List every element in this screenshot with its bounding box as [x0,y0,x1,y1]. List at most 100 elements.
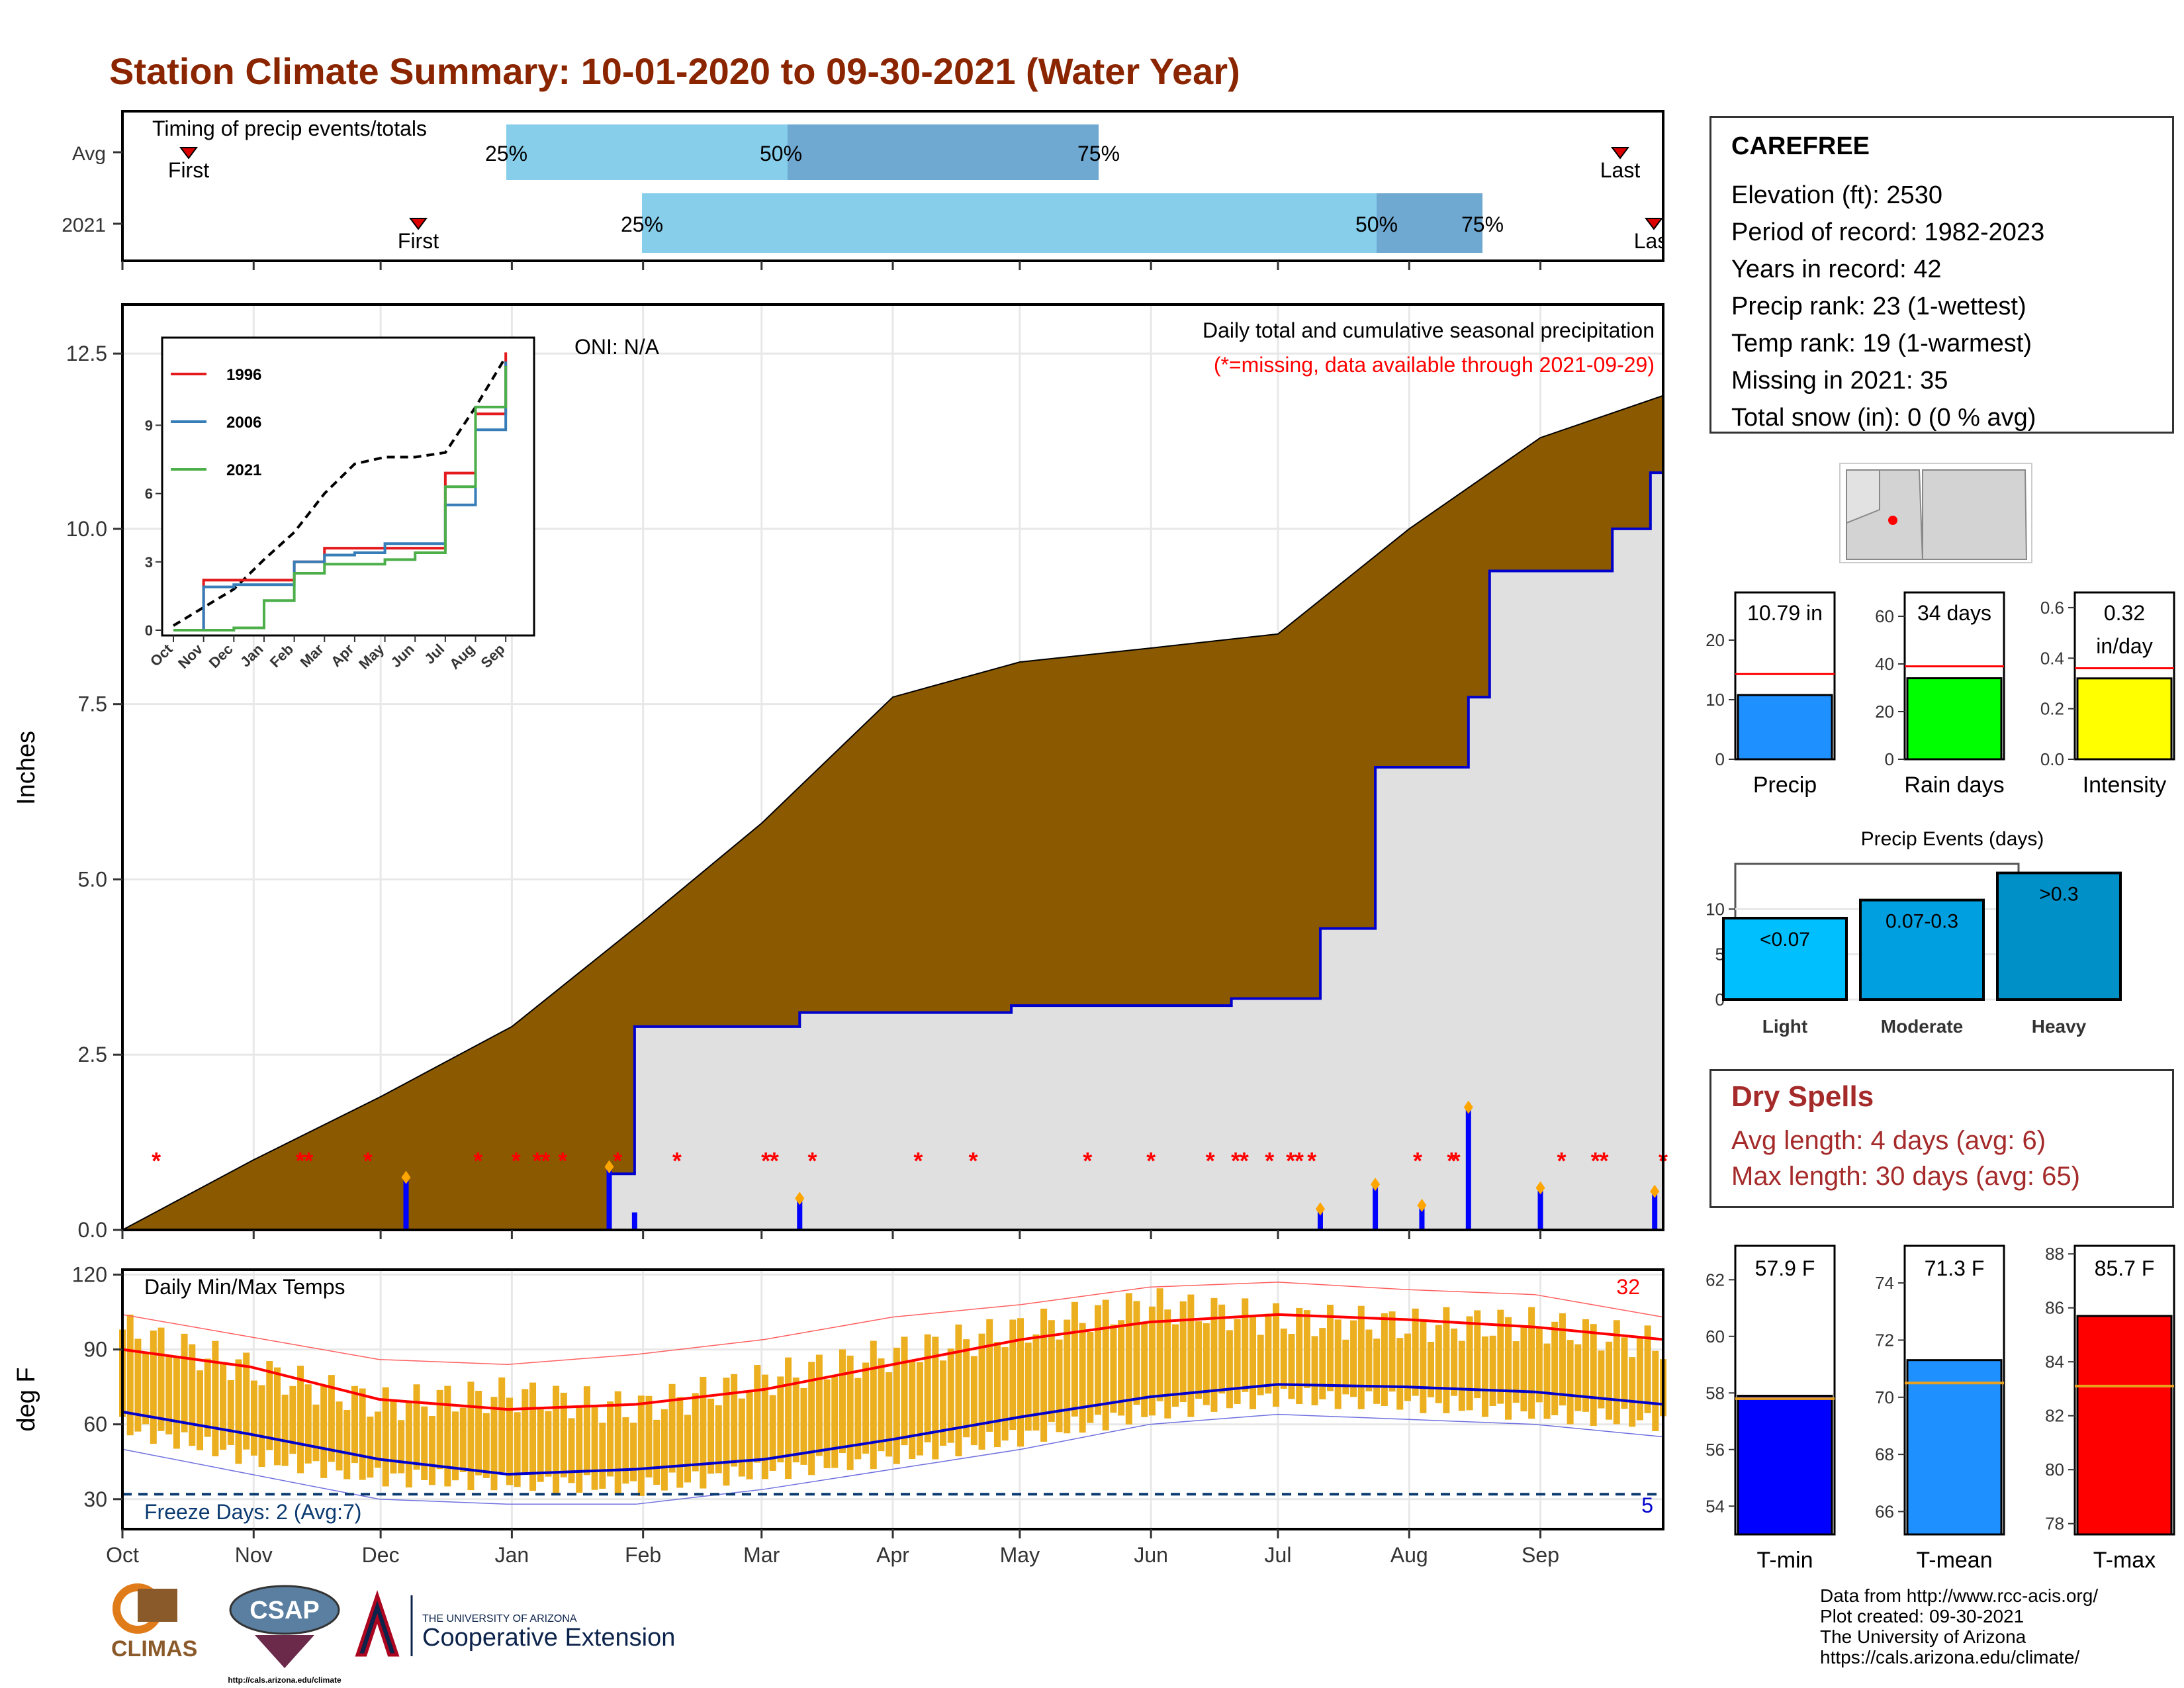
temp-bar-tick-label: 60 [1706,1327,1725,1346]
month-label: Aug [1390,1543,1428,1567]
timing-row-2021-label: 2021 [62,214,106,236]
temp-range-bar [1218,1304,1226,1394]
inset-legend-label: 2021 [226,461,261,479]
temp-range-bar [359,1388,366,1480]
temp-range-bar [243,1352,250,1450]
temp-range-bar [336,1401,343,1471]
daily-precip-bars [401,1100,1660,1230]
daily-precip-bar [606,1166,612,1230]
temp-panel: 30 60 90 120 deg F Daily Min/Max Temps Free… [13,1263,1666,1567]
station-elevation: Elevation (ft): 2530 [1731,181,1942,209]
temp-y-axis: 30 60 90 120 [72,1263,122,1511]
month-label: Mar [743,1543,780,1567]
temp-range-bar [792,1377,799,1463]
missing-marker: * [1231,1147,1240,1174]
temp-range-bar [986,1319,993,1432]
temp-range-bar [1280,1329,1287,1389]
temp-range-bar [1288,1334,1295,1399]
missing-markers: * ** * * * ** * * * ** * * * * * * ** * ** * * ** * ** * [152,1147,1668,1174]
temp-range-bar [328,1375,335,1462]
temp-range-bar [1249,1317,1256,1409]
temp-range-bar [839,1349,846,1454]
temp-range-bar [1032,1334,1040,1431]
temp-range-bar [924,1334,931,1442]
temp-range-bar [351,1385,358,1464]
station-temp-rank: Temp rank: 19 (1-warmest) [1731,330,2032,357]
temp-ytick-label: 120 [72,1263,107,1287]
temp-range-bar [1512,1341,1520,1403]
precip-ytick-label: 10.0 [66,517,107,541]
temp-range-bar [1102,1299,1109,1430]
temp-range-bar [1148,1306,1156,1416]
temp-range-bar [196,1370,203,1450]
missing-marker: * [1599,1147,1608,1174]
missing-marker: * [1146,1147,1156,1174]
station-years: Years in record: 42 [1731,256,1942,283]
temp-range-bar [482,1413,490,1478]
missing-marker: * [1206,1147,1215,1174]
temp-range-bar [754,1365,761,1463]
missing-marker: * [1307,1147,1316,1174]
daily-precip-bar [1465,1107,1471,1230]
temp-range-bar [297,1366,304,1474]
temp-range-bar [1203,1323,1210,1405]
events-bar-label: 0.07-0.3 [1886,911,1958,933]
mini-bar-charts: 10.79 in 0 10 20 Precip 34 days 0 20 40 60 Rain da… [1706,591,2175,798]
temp-lines [122,1282,1664,1505]
temp-range-bar [723,1378,730,1486]
temp-range-bar [660,1409,668,1491]
temp-bar-chart-t-mean: 71.3 F 66 68 70 72 74 T-mean [1875,1244,2005,1573]
temp-range-bar [1443,1307,1450,1413]
missing-marker: * [807,1147,817,1174]
precip-ytick-label: 12.5 [66,342,107,365]
temp-range-bar [614,1391,621,1495]
missing-marker: * [969,1147,978,1174]
temp-range-bar [204,1358,211,1437]
temp-range-bar [343,1409,351,1479]
month-label: Jan [495,1543,529,1567]
missing-marker: * [473,1147,482,1174]
daily-precip-bar [1419,1205,1425,1230]
temp-range-bar [1381,1313,1388,1406]
daily-precip-bar [403,1177,409,1230]
missing-marker: * [672,1147,682,1174]
daily-precip-bar [1317,1209,1323,1230]
temp-range-bar [1373,1338,1381,1404]
freeze-days-label: Freeze Days: 2 (Avg:7) [144,1500,361,1524]
missing-marker: * [1413,1147,1422,1174]
daily-precip-bar [1373,1184,1379,1230]
temp-range-bar [220,1362,227,1450]
temp-range-bar [993,1342,1001,1448]
temp-range-bar [707,1398,715,1474]
temp-range-bar [258,1385,265,1468]
station-info-box: CAREFREE Elevation (ft): 2530 Period of … [1709,116,2174,434]
temp-bar-tick-label: 70 [1875,1387,1894,1407]
missing-marker: * [533,1147,542,1174]
temp-range-bar [1357,1305,1365,1409]
temp-range-bar [1606,1341,1613,1420]
temp-range-bar [893,1347,900,1464]
temp-bar-value: 85.7 F [2095,1256,2155,1280]
temp-bar-tick-label: 58 [1706,1383,1725,1403]
temp-range-bar [1156,1288,1163,1401]
mini-bar-label: Precip [1753,773,1817,798]
temp-bar [1906,1359,2003,1536]
inset-series-line [172,356,507,627]
temp-range-bar [1195,1321,1203,1399]
temp-range-bar [212,1340,219,1456]
daily-precip-marker [1463,1100,1473,1114]
temp-bar [2076,1315,2173,1536]
temp-range-bars [119,1288,1666,1496]
temp-range-bar [1590,1324,1597,1427]
temp-range-bar [421,1406,428,1480]
temp-range-bar [1598,1350,1605,1409]
temp-range-bar [1334,1319,1342,1409]
temp-range-bar [1326,1304,1334,1391]
temp-range-bar [1141,1323,1148,1417]
temp-range-bar [126,1314,134,1436]
missing-marker: * [512,1147,521,1174]
temp-range-bar [1079,1323,1086,1433]
temp-series-line [122,1413,1664,1505]
temp-series-line [122,1282,1664,1365]
